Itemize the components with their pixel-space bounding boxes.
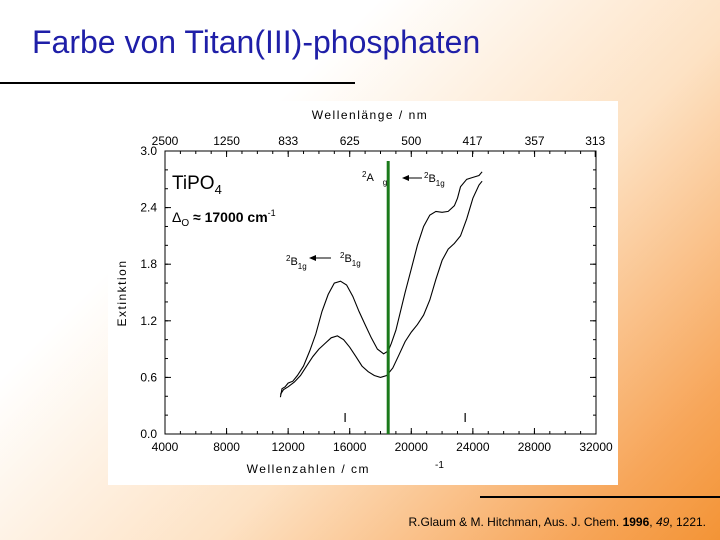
x-tick-label: 4000 (152, 440, 179, 454)
x-tick-label: 16000 (333, 440, 367, 454)
citation-year: 1996 (622, 515, 650, 529)
x-tick-label: 8000 (213, 440, 240, 454)
x2-tick-label: 500 (401, 134, 421, 148)
y-tick-label: 0.0 (140, 427, 157, 441)
y-tick-label: 3.0 (140, 144, 157, 158)
x2-tick-label: 1250 (213, 134, 240, 148)
citation: R.Glaum & M. Hitchman, Aus. J. Chem. 199… (408, 515, 707, 529)
compound-label: TiPO4 (172, 173, 222, 197)
spectrum-figure: 4000 8000 12000 16000 20000 24000 28000 32000 25… (108, 101, 618, 485)
label-2b1g-left: 2B1g (286, 254, 307, 271)
x-tick-label: 20000 (395, 440, 429, 454)
x2-tick-label: 833 (278, 134, 298, 148)
x-tick-label: 24000 (456, 440, 490, 454)
label-2b1g-mid: 2B1g (340, 251, 361, 268)
x-tick-label: 12000 (271, 440, 305, 454)
curve-layer (279, 161, 483, 434)
x2-tick-label: 357 (525, 134, 545, 148)
y-tick-label: 1.8 (140, 257, 157, 271)
compound-text: TiPO (172, 173, 215, 194)
annotation-layer: Wellenlänge / nm Wellenzahlen / cm -1 Ex… (115, 108, 445, 476)
y-axis-title: Extinktion (115, 259, 129, 326)
delta-subscript: O (181, 218, 189, 229)
label-2b1g-right: 2B1g (424, 171, 445, 188)
citation-rule (480, 496, 720, 498)
delta-label: ΔO ≈ 17000 cm-1 (172, 208, 276, 229)
x-axis-title-text: Wellenzahlen / cm (247, 462, 370, 476)
x2-tick-label: 625 (340, 134, 360, 148)
top-axis-title: Wellenlänge / nm (312, 108, 429, 122)
citation-authors: R.Glaum & M. Hitchman, Aus. J. Chem. (408, 515, 623, 529)
delta-superscript: -1 (268, 208, 276, 218)
delta-value: ≈ 17000 cm (189, 209, 268, 225)
x2-tick-label: 2500 (152, 134, 179, 148)
y-tick-label: 0.6 (140, 370, 157, 384)
y-tick-label: 2.4 (140, 201, 157, 215)
x-axis-title: Wellenzahlen / cm (247, 462, 370, 476)
x2-tick-label: 417 (463, 134, 483, 148)
x-tick-label: 32000 (579, 440, 613, 454)
x-tick-label: 28000 (518, 440, 552, 454)
x-axis-title-sup: -1 (435, 460, 444, 471)
spectrum-curve-2 (279, 180, 483, 395)
spectrum-curve-1 (279, 171, 483, 398)
y-tick-label: 1.2 (140, 314, 157, 328)
title-underline (0, 82, 355, 84)
x2-tick-label: 313 (585, 134, 605, 148)
plot-frame (164, 150, 597, 435)
label-2ag: 2A g (362, 170, 387, 187)
spectrum-chart: 4000 8000 12000 16000 20000 24000 28000 32000 25… (115, 108, 613, 476)
arrow-left-head (309, 255, 316, 261)
compound-subscript: 4 (215, 182, 222, 197)
delta-symbol: Δ (172, 209, 181, 225)
axes-layer: 4000 8000 12000 16000 20000 24000 28000 32000 25… (140, 134, 613, 454)
citation-volume: 49 (655, 515, 670, 529)
slide-title: Farbe von Titan(III)-phosphaten (32, 24, 481, 60)
arrow-right-head (402, 175, 409, 181)
